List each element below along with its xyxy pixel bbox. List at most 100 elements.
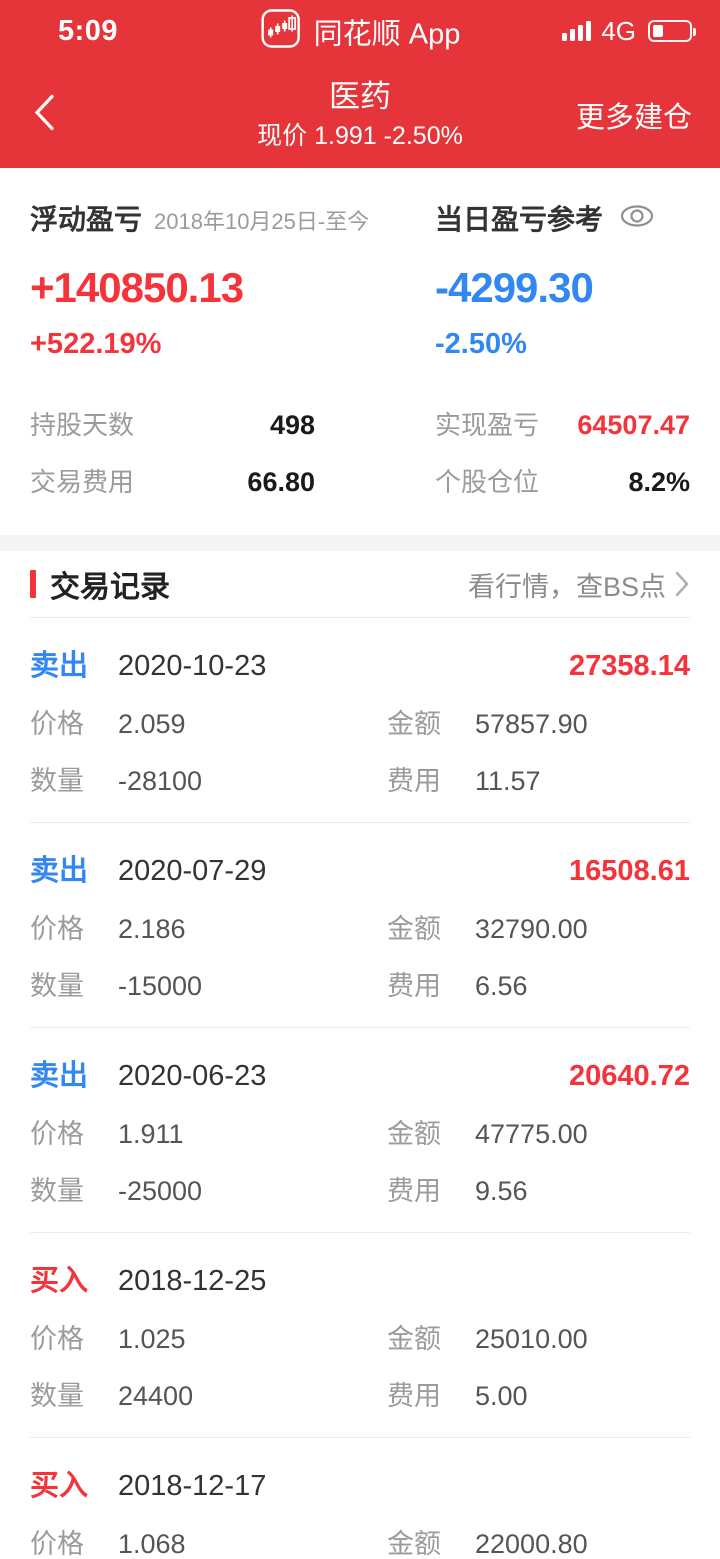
trade-side-label: 卖出 xyxy=(30,855,89,887)
stat-value: 66.80 xyxy=(247,467,315,497)
price-label: 价格 xyxy=(30,1119,84,1149)
status-app-banner[interactable]: 同花顺 App xyxy=(260,8,461,55)
stat-label: 持股天数 xyxy=(30,410,135,440)
back-button[interactable] xyxy=(26,86,62,145)
amount-label: 金额 xyxy=(387,1529,441,1559)
fee-label: 费用 xyxy=(387,971,441,1001)
trade-side-label: 买入 xyxy=(30,1470,89,1502)
trade-record: 卖出 2020-06-23 20640.72 价格 1.911 金额 47775.0… xyxy=(30,1028,690,1233)
fee-label: 费用 xyxy=(387,1381,441,1411)
nav-bar: 医药 现价 1.991 -2.50% 更多建仓 xyxy=(0,62,720,168)
trade-date: 2020-06-23 xyxy=(118,1060,267,1092)
float-pl-label: 浮动盈亏 xyxy=(30,204,143,235)
fee-label: 费用 xyxy=(387,1176,441,1206)
trade-profit: 16508.61 xyxy=(569,855,690,887)
amount-label: 金额 xyxy=(387,1324,441,1354)
stat-label: 个股仓位 xyxy=(435,467,540,497)
float-pl-pct: +522.19% xyxy=(30,328,162,360)
trade-side-label: 买入 xyxy=(30,1265,89,1297)
today-pl-value: -4299.30 xyxy=(435,264,594,311)
price-subtitle: 现价 1.991 -2.50% xyxy=(257,121,463,150)
trade-record: 卖出 2020-07-29 16508.61 价格 2.186 金额 32790.0… xyxy=(30,823,690,1028)
stat-position-weight: 个股仓位 8.2% xyxy=(435,462,690,499)
price-value: 1.911 xyxy=(118,1119,184,1149)
page-title: 医药 xyxy=(328,79,391,114)
price-value: 2.059 xyxy=(118,709,186,739)
pl-summary: 浮动盈亏 2018年10月25日-至今 当日盈亏参考 +140850.13 -4… xyxy=(0,168,720,535)
stat-realized-pl: 实现盈亏 64507.47 xyxy=(435,405,690,442)
qty-label: 数量 xyxy=(30,1381,84,1411)
price-value: 2.186 xyxy=(118,914,186,944)
amount-value: 22000.80 xyxy=(475,1529,588,1559)
trade-date: 2018-12-17 xyxy=(118,1470,267,1502)
today-pl-header: 当日盈亏参考 xyxy=(435,198,690,238)
chevron-right-icon xyxy=(675,571,689,597)
amount-value: 25010.00 xyxy=(475,1324,588,1354)
status-bar: 5:09 同花顺 App 4G xyxy=(0,0,720,62)
qty-value: -25000 xyxy=(118,1176,203,1206)
eye-icon[interactable] xyxy=(619,203,655,234)
float-pl-header: 浮动盈亏 2018年10月25日-至今 xyxy=(30,198,435,238)
trade-date: 2020-07-29 xyxy=(118,855,267,887)
amount-label: 金额 xyxy=(387,709,441,739)
app-name: 同花顺 App xyxy=(313,18,461,50)
amount-value: 32790.00 xyxy=(475,914,588,944)
qty-label: 数量 xyxy=(30,971,84,1001)
stat-label: 交易费用 xyxy=(30,467,135,497)
section-accent-bar xyxy=(30,570,36,598)
qty-label: 数量 xyxy=(30,766,84,796)
price-label: 价格 xyxy=(30,1529,84,1559)
trade-date: 2020-10-23 xyxy=(118,650,267,682)
stat-value: 8.2% xyxy=(628,467,690,497)
app-icon xyxy=(260,8,302,55)
signal-icon xyxy=(562,21,592,41)
stat-trade-fees: 交易费用 66.80 xyxy=(30,462,315,499)
status-indicators: 4G xyxy=(562,15,696,47)
fee-label: 费用 xyxy=(387,766,441,796)
price-label: 价格 xyxy=(30,914,84,944)
trade-date: 2018-12-25 xyxy=(118,1265,267,1297)
fee-value: 11.57 xyxy=(475,766,541,796)
trade-records-list: 卖出 2020-10-23 27358.14 价格 2.059 金额 57857.9… xyxy=(0,618,720,1559)
market-bs-link-label: 看行情，查BS点 xyxy=(467,571,666,602)
market-bs-link[interactable]: 看行情，查BS点 xyxy=(468,565,690,604)
stat-holding-days: 持股天数 498 xyxy=(30,405,315,442)
network-type: 4G xyxy=(601,15,636,46)
float-pl-value: +140850.13 xyxy=(30,264,244,311)
battery-icon xyxy=(648,20,696,42)
fee-value: 5.00 xyxy=(475,1381,528,1411)
fee-value: 9.56 xyxy=(475,1176,528,1206)
date-range: 2018年10月25日-至今 xyxy=(154,209,370,234)
amount-value: 47775.00 xyxy=(475,1119,588,1149)
qty-value: -28100 xyxy=(118,766,203,796)
trade-side-label: 卖出 xyxy=(30,1060,89,1092)
more-positions-button[interactable]: 更多建仓 xyxy=(575,102,692,134)
qty-value: -15000 xyxy=(118,971,203,1001)
trade-profit: 27358.14 xyxy=(569,650,690,682)
section-divider xyxy=(0,535,720,551)
price-value: 1.068 xyxy=(118,1529,186,1559)
fee-value: 6.56 xyxy=(475,971,528,1001)
amount-value: 57857.90 xyxy=(475,709,588,739)
trade-record: 买入 2018-12-25 价格 1.025 金额 25010.00 数量 24400… xyxy=(30,1233,690,1438)
records-header: 交易记录 看行情，查BS点 xyxy=(0,551,720,617)
records-title: 交易记录 xyxy=(50,571,170,604)
price-label: 价格 xyxy=(30,709,84,739)
today-pl-label: 当日盈亏参考 xyxy=(435,204,604,235)
stat-value: 64507.47 xyxy=(577,410,690,440)
qty-label: 数量 xyxy=(30,1176,84,1206)
stat-label: 实现盈亏 xyxy=(435,410,540,440)
stats-grid: 持股天数 498 实现盈亏 64507.47 交易费用 66.80 个股仓位 8… xyxy=(30,405,690,499)
divider-line xyxy=(30,617,690,618)
price-label: 价格 xyxy=(30,1324,84,1354)
app-header: 5:09 同花顺 App 4G xyxy=(0,0,720,168)
amount-label: 金额 xyxy=(387,1119,441,1149)
trade-profit: 20640.72 xyxy=(569,1060,690,1092)
stat-value: 498 xyxy=(269,410,315,440)
nav-title-block: 医药 现价 1.991 -2.50% xyxy=(257,78,463,152)
trade-record: 卖出 2020-10-23 27358.14 价格 2.059 金额 57857.9… xyxy=(30,618,690,823)
amount-label: 金额 xyxy=(387,914,441,944)
qty-value: 24400 xyxy=(118,1381,194,1411)
trade-side-label: 卖出 xyxy=(30,650,89,682)
